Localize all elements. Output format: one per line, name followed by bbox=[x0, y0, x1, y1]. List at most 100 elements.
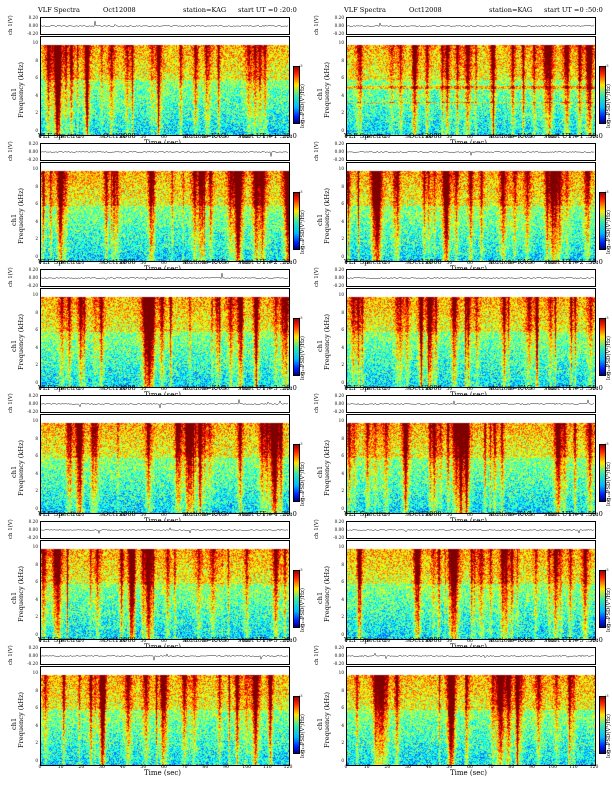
frequency-tick: 10 bbox=[32, 40, 38, 45]
time-tick: 50 bbox=[446, 261, 453, 266]
time-tick: 20 bbox=[78, 765, 85, 770]
waveform-path bbox=[41, 150, 289, 157]
trace-y-tick: -0.20 bbox=[27, 31, 38, 36]
frequency-axis-label: Frequency (kHz) bbox=[323, 439, 331, 496]
frequency-axis-label: Frequency (kHz) bbox=[17, 61, 25, 118]
trace-y-tick: 0.20 bbox=[28, 267, 38, 272]
time-axis-label: Time (sec) bbox=[450, 769, 488, 777]
spectrogram-plot bbox=[346, 666, 596, 766]
frequency-tick: 10 bbox=[338, 670, 344, 675]
frequency-tick: 4 bbox=[35, 92, 38, 98]
waveform-path bbox=[41, 399, 289, 409]
frequency-tick: 2 bbox=[35, 614, 38, 620]
time-tick: 70 bbox=[487, 513, 494, 518]
time-tick: 120 bbox=[283, 261, 293, 266]
header-title: VLF Spectra bbox=[344, 384, 386, 392]
time-tick: 40 bbox=[425, 261, 432, 266]
waveform-trace bbox=[346, 647, 596, 665]
header-date: Oct12008 bbox=[409, 6, 442, 14]
time-tick: 100 bbox=[242, 639, 252, 644]
frequency-tick: 0 bbox=[341, 758, 344, 763]
time-tick: 110 bbox=[568, 513, 578, 518]
time-tick: 0 bbox=[38, 639, 42, 644]
time-tick: 40 bbox=[119, 513, 126, 518]
time-tick: 60 bbox=[161, 765, 167, 770]
trace-y-tick: 0.00 bbox=[28, 275, 38, 280]
waveform-trace bbox=[346, 17, 596, 35]
time-tick: 10 bbox=[363, 639, 370, 644]
time-tick: 60 bbox=[467, 513, 473, 518]
time-tick: 60 bbox=[467, 135, 473, 140]
time-tick: 20 bbox=[384, 135, 391, 140]
time-tick: 80 bbox=[202, 765, 209, 770]
header-date: Oct12008 bbox=[103, 384, 136, 392]
spectrogram-panel: VLF Spectra Oct12008 station=KAG start UT =… bbox=[6, 510, 306, 651]
trace-y-tick: 0.00 bbox=[28, 23, 38, 28]
trace-y-label: ch 1(V) bbox=[314, 15, 320, 35]
waveform-line bbox=[41, 527, 289, 535]
time-tick: 90 bbox=[529, 261, 535, 266]
time-tick: 120 bbox=[589, 513, 599, 518]
time-tick: 90 bbox=[223, 513, 229, 518]
spectrogram-plot bbox=[40, 540, 290, 640]
time-tick: 60 bbox=[161, 261, 167, 266]
frequency-tick: 8 bbox=[341, 435, 344, 441]
time-tick: 110 bbox=[262, 513, 272, 518]
time-axis-label: Time (sec) bbox=[144, 769, 182, 777]
spectrogram-panel: VLF Spectra Oct12008 station=KAG start UT =… bbox=[312, 258, 612, 399]
header-date: Oct12008 bbox=[409, 510, 442, 518]
waveform-line bbox=[347, 22, 595, 28]
time-tick: 120 bbox=[283, 513, 293, 518]
trace-y-tick: 0.20 bbox=[28, 645, 38, 650]
trace-y-tick: -0.20 bbox=[333, 157, 344, 162]
time-tick: 120 bbox=[589, 639, 599, 644]
header-start: start UT =5 :50:0 bbox=[544, 636, 603, 644]
time-tick: 40 bbox=[425, 387, 432, 392]
trace-y-label: ch 1(V) bbox=[314, 393, 320, 413]
time-tick: 70 bbox=[487, 135, 494, 140]
header-station: station=KAG bbox=[183, 258, 227, 266]
frequency-tick: 0 bbox=[35, 506, 38, 511]
panel-header: VLF Spectra Oct12008 station=KAG start UT =… bbox=[344, 636, 612, 645]
colorbar-tick: -5 bbox=[605, 624, 609, 628]
panel-header: VLF Spectra Oct12008 station=KAG start UT =… bbox=[38, 258, 328, 267]
time-tick: 0 bbox=[38, 387, 42, 392]
frequency-tick: 0 bbox=[341, 506, 344, 511]
frequency-tick: 2 bbox=[341, 236, 344, 242]
time-tick: 50 bbox=[140, 135, 147, 140]
time-tick: 20 bbox=[384, 513, 391, 518]
time-tick: 90 bbox=[223, 765, 229, 770]
trace-y-tick: 0.00 bbox=[334, 149, 344, 154]
header-start: start UT =1 :20:0 bbox=[238, 132, 297, 140]
time-tick: 100 bbox=[548, 513, 558, 518]
frequency-tick: 2 bbox=[341, 362, 344, 368]
waveform-trace bbox=[40, 143, 290, 161]
panel-header: VLF Spectra Oct12008 station=KAG start UT =… bbox=[344, 6, 612, 15]
time-tick: 0 bbox=[344, 765, 348, 770]
time-tick: 60 bbox=[161, 639, 167, 644]
header-station: station=KAG bbox=[489, 384, 533, 392]
time-tick: 50 bbox=[446, 135, 453, 140]
spectrogram-plot bbox=[346, 36, 596, 136]
header-date: Oct12008 bbox=[103, 132, 136, 140]
colorbar-tick: -5 bbox=[605, 750, 609, 754]
trace-y-tick: 0.20 bbox=[334, 141, 344, 146]
time-tick: 80 bbox=[202, 513, 209, 518]
waveform-line bbox=[347, 150, 595, 157]
time-tick: 100 bbox=[548, 135, 558, 140]
time-tick: 40 bbox=[425, 765, 432, 770]
frequency-tick: 10 bbox=[338, 40, 344, 45]
time-tick: 30 bbox=[405, 261, 411, 266]
time-tick: 70 bbox=[181, 765, 188, 770]
colorbar bbox=[599, 318, 606, 376]
frequency-tick: 4 bbox=[35, 344, 38, 350]
time-tick: 100 bbox=[242, 513, 252, 518]
time-tick: 60 bbox=[467, 261, 473, 266]
colorbar-tick: -5 bbox=[605, 120, 609, 124]
header-date: Oct12008 bbox=[409, 258, 442, 266]
time-tick: 70 bbox=[487, 639, 494, 644]
waveform-path bbox=[41, 527, 289, 535]
frequency-axis-label: Frequency (kHz) bbox=[323, 187, 331, 244]
spectrogram-panel: VLF Spectra Oct12008 station=KAG start UT =… bbox=[312, 384, 612, 525]
frequency-tick: 0 bbox=[35, 128, 38, 133]
